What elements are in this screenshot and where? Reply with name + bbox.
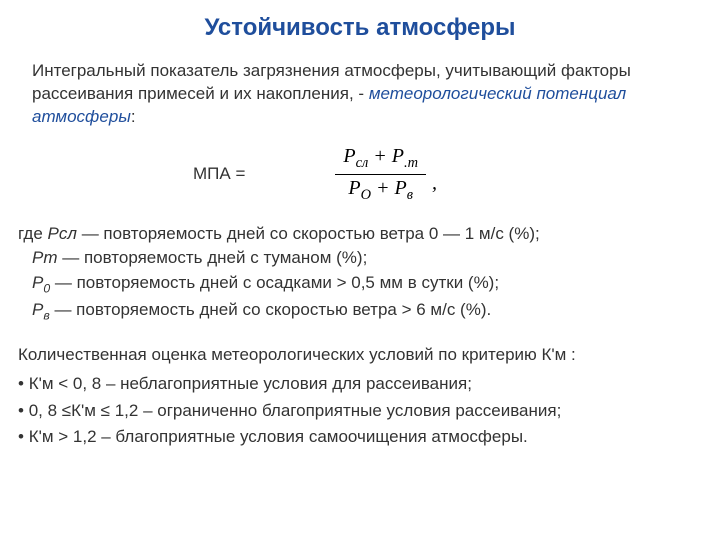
def3-symbol: P <box>32 273 43 292</box>
page-title: Устойчивость атмосферы <box>18 14 702 42</box>
formula-row: МПА = Pсл + P.m PО + Pв , <box>18 145 702 204</box>
num-a-sub: сл <box>356 155 369 171</box>
def-line-3: P0 — повторяемость дней с осадками > 0,5… <box>18 271 702 298</box>
def4-text: — повторяемость дней со скоростью ветра … <box>50 300 491 319</box>
den-b: P <box>395 177 407 199</box>
definitions: где Pсл — повторяемость дней со скорость… <box>18 222 702 326</box>
criteria-item-1: К'м < 0, 8 – неблагоприятные условия для… <box>18 371 702 397</box>
criteria-list: К'м < 0, 8 – неблагоприятные условия для… <box>18 371 702 450</box>
criteria-item-3: К'м > 1,2 – благоприятные условия самооч… <box>18 424 702 450</box>
criteria-title: Количественная оценка метеорологических … <box>18 345 702 365</box>
formula-label: МПА = <box>193 164 245 184</box>
formula-comma: , <box>432 172 437 195</box>
num-b: P <box>392 145 404 167</box>
def1-text: — повторяемость дней со скоростью ветра … <box>77 224 540 243</box>
den-a-sub: О <box>361 187 371 203</box>
den-a: P <box>348 177 360 199</box>
den-plus: + <box>371 177 395 199</box>
formula-denominator: PО + Pв <box>335 175 426 204</box>
def-line-1: где Pсл — повторяемость дней со скорость… <box>18 222 702 247</box>
intro-tail: : <box>131 107 136 126</box>
def-line-4: Pв — повторяемость дней со скоростью вет… <box>18 298 702 325</box>
def-line-2: Pm — повторяемость дней с туманом (%); <box>18 246 702 271</box>
def1-symbol: Pсл <box>48 224 77 243</box>
criteria-item-2: 0, 8 ≤К'м ≤ 1,2 – ограниченно благоприят… <box>18 398 702 424</box>
def4-symbol: P <box>32 300 43 319</box>
num-a: P <box>343 145 355 167</box>
formula: Pсл + P.m PО + Pв <box>335 145 426 204</box>
def3-text: — повторяемость дней с осадками > 0,5 мм… <box>50 273 499 292</box>
den-b-sub: в <box>407 187 413 203</box>
formula-numerator: Pсл + P.m <box>335 145 426 175</box>
def2-symbol: Pm <box>32 248 58 267</box>
num-b-sub: .m <box>404 155 418 171</box>
intro-paragraph: Интегральный показатель загрязнения атмо… <box>18 60 702 129</box>
where-label: где <box>18 224 48 243</box>
def2-text: — повторяемость дней с туманом (%); <box>58 248 368 267</box>
num-plus: + <box>368 145 392 167</box>
